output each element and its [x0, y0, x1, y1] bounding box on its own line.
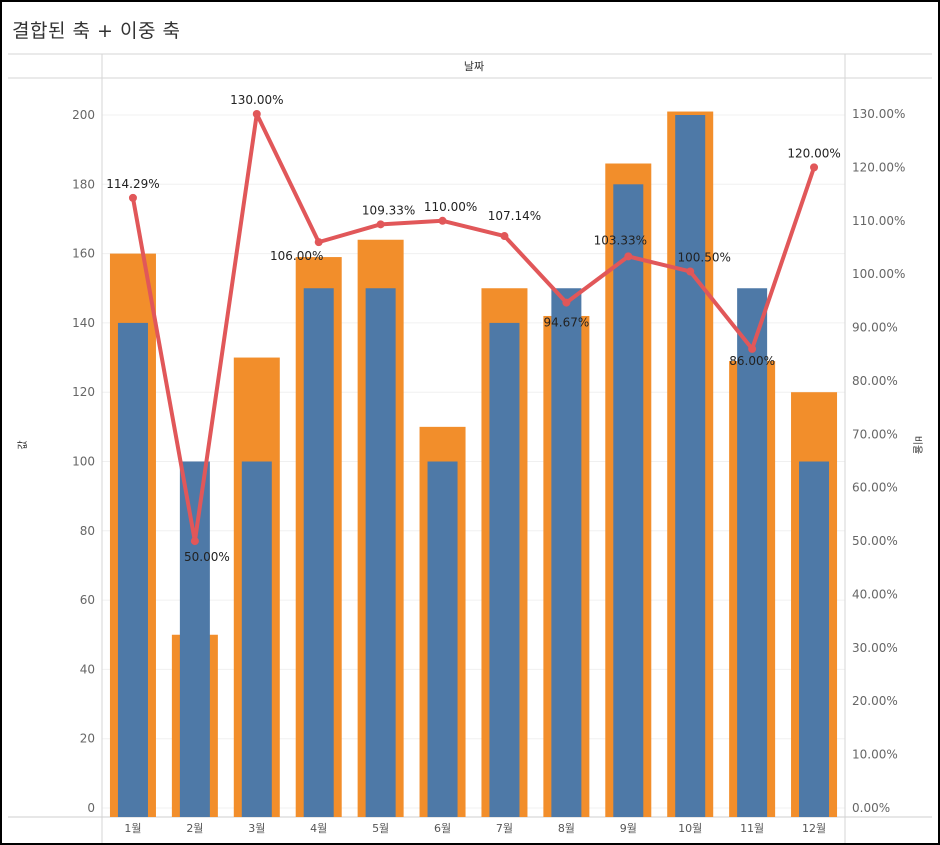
left-axis-ticks: 0 20 40 60 80 100 120 140 160 180 200 — [72, 108, 95, 815]
right-tick-label: 70.00% — [852, 427, 898, 441]
ratio-line-layer — [128, 110, 819, 546]
x-axis-ticks: 1월 2월 3월 4월 5월 6월 7월 8월 9월 10월 11월 12월 — [124, 822, 826, 835]
orange-bars — [109, 111, 838, 818]
right-tick-label: 110.00% — [852, 214, 905, 228]
column-header: 날짜 — [464, 60, 484, 73]
x-tick-label: 4월 — [310, 822, 327, 835]
blue-bar — [737, 288, 768, 817]
ratio-point — [376, 220, 385, 229]
left-axis-label: 값 — [17, 440, 29, 449]
ratio-data-label: 120.00% — [787, 146, 840, 160]
right-tick-label: 0.00% — [852, 801, 890, 815]
x-tick-label: 12월 — [802, 822, 826, 835]
ratio-point — [252, 110, 261, 118]
ratio-data-label: 94.67% — [543, 316, 589, 330]
ratio-point — [190, 537, 199, 546]
left-tick-label: 80 — [80, 524, 95, 538]
right-tick-label: 60.00% — [852, 481, 898, 495]
ratio-data-label: 114.29% — [106, 177, 159, 191]
ratio-point — [748, 344, 757, 353]
right-tick-label: 90.00% — [852, 321, 898, 335]
blue-bar — [365, 288, 396, 817]
ratio-point — [686, 267, 695, 276]
x-tick-label: 5월 — [372, 822, 389, 835]
left-tick-label: 180 — [72, 177, 95, 191]
right-tick-label: 100.00% — [852, 267, 905, 281]
ratio-data-label: 50.00% — [184, 550, 230, 564]
chart-title: 결합된 축 + 이중 축 — [12, 20, 181, 42]
ratio-data-label: 109.33% — [362, 203, 415, 217]
data-labels: 114.29% 50.00% 130.00% 106.00% 109.33% 110.00… — [106, 93, 840, 564]
x-tick-label: 11월 — [740, 822, 764, 835]
ratio-point — [810, 163, 819, 172]
left-tick-label: 20 — [80, 732, 95, 746]
ratio-data-label: 103.33% — [594, 233, 647, 247]
ratio-point — [438, 216, 447, 225]
ratio-point — [500, 232, 509, 241]
ratio-data-label: 130.00% — [230, 93, 283, 107]
left-tick-label: 140 — [72, 316, 95, 330]
x-tick-label: 2월 — [186, 822, 203, 835]
blue-bar — [117, 322, 148, 817]
ratio-line — [130, 112, 817, 544]
x-tick-label: 8월 — [558, 822, 575, 835]
right-tick-label: 120.00% — [852, 160, 905, 174]
blue-bars — [117, 115, 830, 818]
blue-bar — [179, 461, 210, 817]
right-axis-ticks: 0.00% 10.00% 20.00% 30.00% 40.00% 50.00% 60.00… — [852, 107, 905, 815]
ratio-data-label: 100.50% — [678, 250, 731, 264]
left-tick-label: 40 — [80, 662, 95, 676]
ratio-point — [128, 193, 137, 202]
left-tick-label: 160 — [72, 247, 95, 261]
x-tick-label: 9월 — [620, 822, 637, 835]
left-tick-label: 200 — [72, 108, 95, 122]
left-tick-label: 60 — [80, 593, 95, 607]
right-tick-label: 40.00% — [852, 587, 898, 601]
ratio-point — [314, 238, 323, 247]
left-tick-label: 100 — [72, 455, 95, 469]
ratio-point — [624, 252, 633, 261]
x-tick-label: 3월 — [248, 822, 265, 835]
ratio-data-label: 110.00% — [424, 200, 477, 214]
ratio-data-label: 107.14% — [488, 209, 541, 223]
blue-bar — [303, 288, 334, 817]
x-tick-label: 1월 — [124, 822, 141, 835]
right-axis-label: 비율 — [911, 436, 923, 454]
blue-bar — [551, 288, 582, 817]
right-tick-label: 10.00% — [852, 748, 898, 762]
blue-bar — [613, 184, 644, 818]
x-tick-label: 10월 — [678, 822, 702, 835]
blue-bar — [799, 461, 830, 817]
chart-structure — [8, 53, 932, 843]
left-tick-label: 120 — [72, 385, 95, 399]
x-tick-label: 6월 — [434, 822, 451, 835]
right-tick-label: 30.00% — [852, 641, 898, 655]
blue-bar — [675, 115, 706, 817]
ratio-data-label: 106.00% — [270, 249, 323, 263]
ratio-point — [562, 298, 571, 307]
blue-bar — [489, 322, 520, 817]
right-tick-label: 20.00% — [852, 694, 898, 708]
x-tick-label: 7월 — [496, 822, 513, 835]
right-tick-label: 80.00% — [852, 374, 898, 388]
blue-bar — [241, 461, 272, 817]
ratio-data-label: 86.00% — [729, 354, 775, 368]
blue-bar — [427, 461, 458, 817]
right-tick-label: 50.00% — [852, 534, 898, 548]
right-tick-label: 130.00% — [852, 107, 905, 121]
left-tick-label: 0 — [87, 801, 95, 815]
